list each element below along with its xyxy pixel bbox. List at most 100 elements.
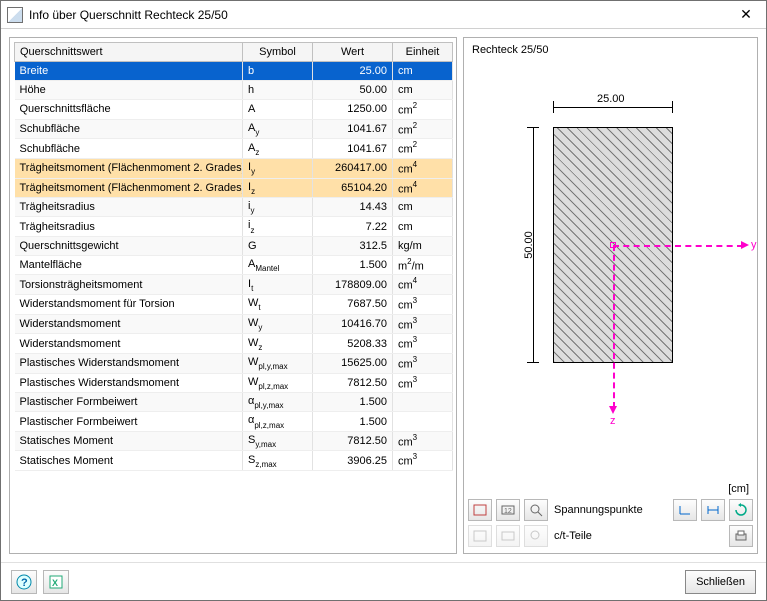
table-row[interactable]: Plastisches WiderstandsmomentWpl,z,max78… — [15, 373, 453, 393]
tool-zoom2-icon — [524, 525, 548, 547]
cell-property: Plastisches Widerstandsmoment — [15, 373, 243, 393]
cell-value: 1.500 — [313, 393, 393, 412]
table-row[interactable]: Trägheitsmoment (Flächenmoment 2. Grades… — [15, 158, 453, 178]
cell-symbol: Ay — [243, 119, 313, 139]
table-row[interactable]: Statisches MomentSy,max7812.50cm3 — [15, 431, 453, 451]
col-header-symbol[interactable]: Symbol — [243, 43, 313, 62]
cell-symbol: Wpl,y,max — [243, 353, 313, 373]
table-row[interactable]: Trägheitsmoment (Flächenmoment 2. Grades… — [15, 178, 453, 198]
tool-extents2-icon — [468, 525, 492, 547]
col-header-property[interactable]: Querschnittswert — [15, 43, 243, 62]
cell-unit: cm4 — [393, 158, 453, 178]
svg-text:?: ? — [21, 577, 28, 589]
close-button[interactable]: Schließen — [685, 570, 756, 594]
cell-unit: cm3 — [393, 294, 453, 314]
close-icon[interactable]: ✕ — [726, 1, 766, 29]
tool-zoom-icon[interactable] — [524, 499, 548, 521]
cell-property: Breite — [15, 62, 243, 81]
cell-value: 25.00 — [313, 62, 393, 81]
table-row[interactable]: WiderstandsmomentWy10416.70cm3 — [15, 314, 453, 334]
cell-value: 1041.67 — [313, 139, 393, 159]
cell-value: 1.500 — [313, 255, 393, 275]
cell-unit: cm3 — [393, 431, 453, 451]
cell-value: 15625.00 — [313, 353, 393, 373]
properties-table: Querschnittswert Symbol Wert Einheit Bre… — [14, 42, 453, 471]
toolbar-ct-parts: c/t-Teile — [468, 523, 753, 549]
tool-values2-icon — [496, 525, 520, 547]
table-row[interactable]: Statisches MomentSz,max3906.25cm3 — [15, 451, 453, 471]
cell-symbol: iz — [243, 217, 313, 236]
cell-property: Widerstandsmoment — [15, 334, 243, 354]
table-row[interactable]: Plastisches WiderstandsmomentWpl,y,max15… — [15, 353, 453, 373]
tool-extents-icon[interactable] — [468, 499, 492, 521]
cell-unit: cm — [393, 217, 453, 236]
svg-text:12: 12 — [504, 508, 512, 515]
cell-value: 260417.00 — [313, 158, 393, 178]
table-row[interactable]: Höheh50.00cm — [15, 81, 453, 100]
cell-property: Querschnittsgewicht — [15, 236, 243, 255]
footer: ? X Schließen — [1, 562, 766, 600]
table-row[interactable]: MantelflächeAMantel1.500m2/m — [15, 255, 453, 275]
cell-unit: cm3 — [393, 353, 453, 373]
cell-property: Trägheitsmoment (Flächenmoment 2. Grades… — [15, 178, 243, 198]
cell-unit — [393, 393, 453, 412]
col-header-unit[interactable]: Einheit — [393, 43, 453, 62]
tool-refresh-icon[interactable] — [729, 499, 753, 521]
cell-value: 65104.20 — [313, 178, 393, 198]
cell-symbol: Wz — [243, 334, 313, 354]
table-row[interactable]: Plastischer Formbeiwertαpl,z,max1.500 — [15, 412, 453, 431]
tool-dims-icon[interactable] — [701, 499, 725, 521]
cell-unit: m2/m — [393, 255, 453, 275]
cell-property: Schubfläche — [15, 119, 243, 139]
export-excel-button[interactable]: X — [43, 570, 69, 594]
cell-property: Widerstandsmoment für Torsion — [15, 294, 243, 314]
table-row[interactable]: Trägheitsradiusiy14.43cm — [15, 198, 453, 217]
cell-symbol: h — [243, 81, 313, 100]
cell-unit: cm3 — [393, 334, 453, 354]
table-row[interactable]: WiderstandsmomentWz5208.33cm3 — [15, 334, 453, 354]
properties-panel: Querschnittswert Symbol Wert Einheit Bre… — [9, 37, 457, 554]
cell-value: 312.5 — [313, 236, 393, 255]
cell-unit: cm2 — [393, 100, 453, 120]
cell-symbol: Wy — [243, 314, 313, 334]
help-button[interactable]: ? — [11, 570, 37, 594]
toolbar2-label: c/t-Teile — [554, 530, 725, 542]
cell-value: 7812.50 — [313, 431, 393, 451]
table-row[interactable]: Breiteb25.00cm — [15, 62, 453, 81]
cell-property: Statisches Moment — [15, 451, 243, 471]
cell-property: Widerstandsmoment — [15, 314, 243, 334]
cell-value: 178809.00 — [313, 275, 393, 295]
tool-values-icon[interactable]: 12 — [496, 499, 520, 521]
table-row[interactable]: QuerschnittsgewichtG312.5kg/m — [15, 236, 453, 255]
app-icon — [7, 7, 23, 23]
table-row[interactable]: Widerstandsmoment für TorsionWt7687.50cm… — [15, 294, 453, 314]
cell-property: Trägheitsradius — [15, 217, 243, 236]
cell-symbol: αpl,y,max — [243, 393, 313, 412]
cell-property: Schubfläche — [15, 139, 243, 159]
table-row[interactable]: Plastischer Formbeiwertαpl,y,max1.500 — [15, 393, 453, 412]
section-drawing: 25.0050.00yz — [468, 62, 753, 481]
cell-value: 7.22 — [313, 217, 393, 236]
table-row[interactable]: TorsionsträgheitsmomentIt178809.00cm4 — [15, 275, 453, 295]
cell-symbol: Sy,max — [243, 431, 313, 451]
preview-panel: Rechteck 25/50 25.0050.00yz [cm] 12 Span… — [463, 37, 758, 554]
tool-axis-icon[interactable] — [673, 499, 697, 521]
col-header-value[interactable]: Wert — [313, 43, 393, 62]
cell-unit: cm3 — [393, 314, 453, 334]
table-row[interactable]: QuerschnittsflächeA1250.00cm2 — [15, 100, 453, 120]
tool-print-icon[interactable] — [729, 525, 753, 547]
cell-value: 10416.70 — [313, 314, 393, 334]
cell-value: 1.500 — [313, 412, 393, 431]
cell-unit: cm3 — [393, 373, 453, 393]
preview-title: Rechteck 25/50 — [468, 42, 753, 62]
cell-value: 1041.67 — [313, 119, 393, 139]
table-row[interactable]: SchubflächeAy1041.67cm2 — [15, 119, 453, 139]
cell-symbol: It — [243, 275, 313, 295]
cell-value: 14.43 — [313, 198, 393, 217]
cell-symbol: A — [243, 100, 313, 120]
cell-symbol: Iy — [243, 158, 313, 178]
cell-property: Höhe — [15, 81, 243, 100]
cell-unit: cm — [393, 62, 453, 81]
table-row[interactable]: SchubflächeAz1041.67cm2 — [15, 139, 453, 159]
table-row[interactable]: Trägheitsradiusiz7.22cm — [15, 217, 453, 236]
